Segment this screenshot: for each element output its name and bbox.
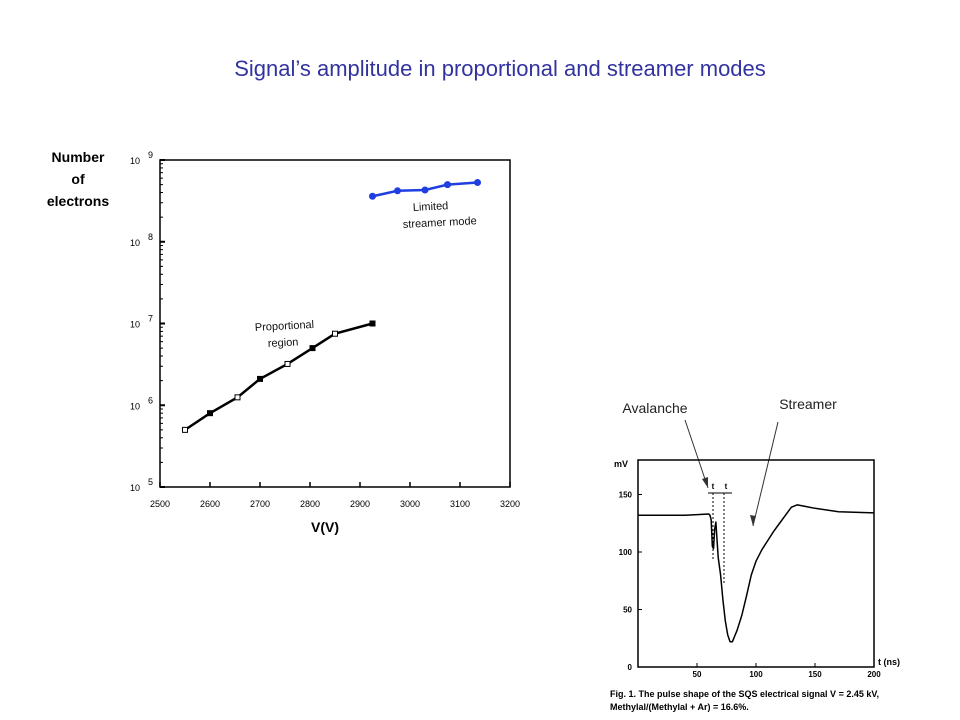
left-x-tick-label: 2900 (350, 499, 370, 509)
left-y-axis-label: Number of electrons (47, 149, 109, 209)
avalanche-arrowhead (702, 477, 708, 488)
left-x-tick-label: 2500 (150, 499, 170, 509)
marker-label-t2: t (725, 482, 728, 491)
left-x-tick-label: 3000 (400, 499, 420, 509)
left-x-tick-label: 2700 (250, 499, 270, 509)
left-y-tick-label: 10 (130, 238, 140, 248)
left-x-tick-label: 2600 (200, 499, 220, 509)
right-series-group (638, 504, 875, 643)
annotation-streamer: Streamer (779, 396, 837, 412)
left-y-tick-label: 10 (130, 156, 140, 166)
left-data-point (309, 345, 316, 352)
right-y-tick-label: 100 (619, 548, 633, 557)
right-x-tick-label: 200 (867, 670, 881, 679)
left-y-tick-exponent: 7 (148, 314, 153, 324)
right-y-tick-label: 0 (628, 663, 633, 672)
left-y-tick-exponent: 6 (148, 395, 153, 405)
left-y-label-line: Number (52, 149, 105, 165)
streamer-arrow (752, 421, 779, 527)
left-x-tick-label: 2800 (300, 499, 320, 509)
left-y-tick-exponent: 9 (148, 150, 153, 160)
left-data-point (369, 320, 376, 327)
streamer-mode-label: streamer mode (403, 215, 478, 231)
slide-title: Signal’s amplitude in proportional and s… (234, 56, 766, 81)
right-x-axis-label: t (ns) (878, 657, 900, 667)
left-y-ticks: 10 5 10 6 10 7 10 8 10 9 (130, 150, 165, 493)
proportional-region-label: Proportional (255, 319, 315, 334)
left-data-point (394, 187, 401, 195)
right-x-ticks: 50 100 150 200 (693, 663, 881, 679)
right-y-tick-label: 50 (623, 606, 632, 615)
left-y-tick-exponent: 8 (148, 232, 153, 242)
left-y-tick-label: 10 (130, 320, 140, 330)
left-data-point (474, 179, 481, 187)
left-data-point (332, 330, 338, 337)
streamer-arrowhead (750, 515, 756, 526)
right-y-axis-label: mV (614, 459, 628, 469)
marker-label-t1: t (712, 482, 715, 491)
left-x-ticks: 2500 2600 2700 2800 2900 3000 3100 3200 (150, 482, 520, 509)
annotation-avalanche: Avalanche (622, 400, 687, 416)
left-data-point (257, 375, 263, 382)
right-x-tick-label: 100 (749, 670, 763, 679)
left-y-tick-exponent: 5 (148, 477, 153, 487)
left-data-point (234, 394, 241, 401)
left-y-tick-label: 10 (130, 483, 140, 493)
left-x-axis-label: V(V) (311, 519, 339, 535)
left-y-tick-label: 10 (130, 401, 140, 411)
left-x-tick-label: 3100 (450, 499, 470, 509)
pulse-signal-line (638, 504, 875, 643)
left-data-point (207, 410, 213, 417)
pulse-shape-chart: Avalanche Streamer mV t (ns) 0 50 100 150 5… (610, 396, 900, 712)
left-y-label-line: electrons (47, 193, 109, 209)
left-data-point (369, 192, 376, 200)
left-data-point (444, 181, 451, 189)
figure-caption-line-2: Methylal/(Methylal + Ar) = 16.6%. (610, 702, 749, 712)
right-x-tick-label: 50 (693, 670, 702, 679)
figure-caption-line-1: Fig. 1. The pulse shape of the SQS elect… (610, 689, 879, 699)
right-y-ticks: 0 50 100 150 (619, 491, 642, 672)
proportional-region-label: region (268, 336, 299, 350)
right-x-tick-label: 150 (808, 670, 822, 679)
left-series-line (184, 322, 373, 431)
left-plot-frame (159, 159, 511, 488)
left-data-point (284, 360, 291, 367)
left-y-label-line: of (71, 171, 85, 187)
left-data-point (182, 426, 188, 433)
left-series-group (182, 179, 481, 433)
right-y-tick-label: 150 (619, 491, 633, 500)
right-time-markers: t t (708, 482, 732, 585)
electron-gain-chart: Number of electrons 10 5 10 6 10 7 10 8 10 9 2500 26… (47, 149, 520, 535)
left-x-tick-label: 3200 (500, 499, 520, 509)
streamer-mode-label: Limited (413, 200, 449, 214)
left-data-point (421, 186, 429, 194)
avalanche-arrow (684, 419, 709, 489)
